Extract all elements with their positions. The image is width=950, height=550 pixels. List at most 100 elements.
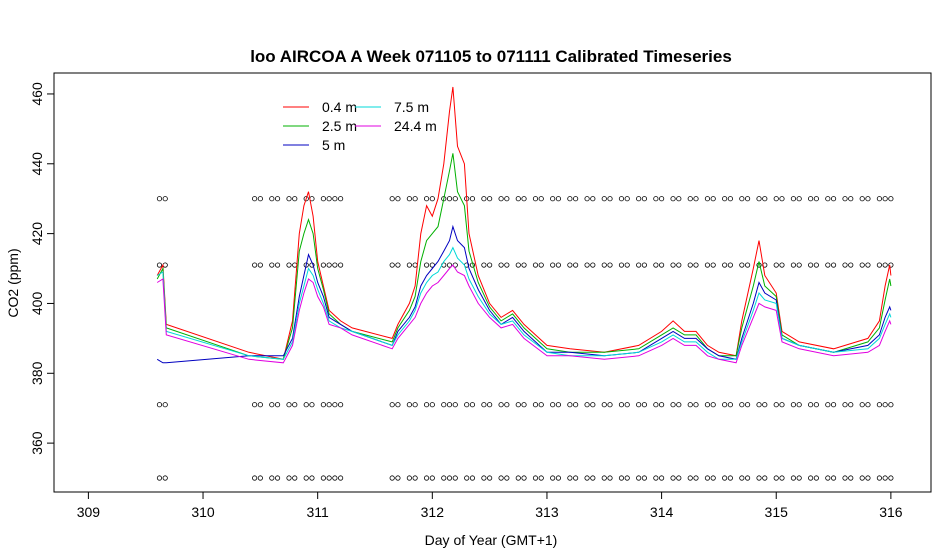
reference-marker-point <box>722 475 728 481</box>
reference-marker-point <box>423 475 430 481</box>
reference-marker-point <box>274 196 281 202</box>
reference-marker-point <box>658 475 665 481</box>
reference-marker-point <box>710 402 716 408</box>
reference-marker-point <box>676 196 682 202</box>
reference-marker-point <box>693 475 699 481</box>
reference-marker-point <box>538 402 544 408</box>
reference-marker-point <box>641 196 647 202</box>
reference-marker-point <box>727 196 733 202</box>
reference-marker-point <box>676 475 682 481</box>
reference-marker-point <box>156 475 163 481</box>
reference-marker-point <box>395 196 401 202</box>
reference-marker-point <box>320 475 327 481</box>
reference-marker-point <box>590 196 596 202</box>
reference-marker-point <box>830 475 837 481</box>
y-axis-label: CO2 (ppm) <box>5 248 21 317</box>
reference-marker-point <box>773 262 779 268</box>
reference-marker-point <box>292 475 298 481</box>
reference-marker-point <box>618 196 625 202</box>
reference-marker-point <box>320 262 327 268</box>
x-tick-label: 309 <box>77 504 101 520</box>
reference-marker-point <box>269 262 275 268</box>
reference-marker-point <box>252 402 258 408</box>
reference-marker-point <box>876 196 883 202</box>
reference-marker-point <box>532 475 539 481</box>
reference-marker-point <box>670 196 676 202</box>
reference-marker-point <box>389 196 395 202</box>
reference-marker-point <box>269 402 275 408</box>
reference-marker-point <box>521 402 527 408</box>
series-line <box>156 264 892 364</box>
reference-marker-point <box>710 196 716 202</box>
reference-marker-point <box>859 196 865 202</box>
reference-marker-point <box>842 262 848 268</box>
reference-marker-point <box>670 402 676 408</box>
reference-marker-point <box>464 402 470 408</box>
reference-marker-point <box>779 475 785 481</box>
reference-marker-point <box>808 196 814 202</box>
reference-marker-point <box>808 262 814 268</box>
legend-label: 5 m <box>322 137 345 153</box>
reference-marker-point <box>848 196 854 202</box>
reference-marker-point <box>876 402 883 408</box>
reference-marker-point <box>813 196 819 202</box>
reference-marker-point <box>796 196 802 202</box>
x-tick-label: 310 <box>191 504 215 520</box>
reference-marker-point <box>830 196 837 202</box>
reference-marker-point <box>532 262 539 268</box>
reference-marker-point <box>550 402 556 408</box>
reference-marker-point <box>567 196 573 202</box>
reference-marker-point <box>521 196 527 202</box>
reference-marker-point <box>882 475 888 481</box>
reference-marker-point <box>446 402 453 408</box>
reference-marker-point <box>441 475 447 481</box>
reference-marker-point <box>423 402 430 408</box>
reference-marker-point <box>739 475 745 481</box>
reference-marker-point <box>162 402 168 408</box>
reference-marker-point <box>429 402 435 408</box>
reference-marker-point <box>658 262 665 268</box>
reference-marker-point <box>504 402 510 408</box>
reference-marker-point <box>252 475 258 481</box>
reference-marker-point <box>504 262 510 268</box>
reference-marker-point <box>274 475 281 481</box>
reference-marker-point <box>756 196 762 202</box>
reference-marker-point <box>859 262 865 268</box>
reference-marker-point <box>739 402 745 408</box>
reference-marker-point <box>888 196 894 202</box>
reference-marker-point <box>790 196 797 202</box>
reference-marker-point <box>555 475 562 481</box>
reference-marker-point <box>338 262 344 268</box>
reference-marker-point <box>303 402 309 408</box>
reference-marker-point <box>722 196 728 202</box>
reference-marker-point <box>309 475 315 481</box>
reference-marker-point <box>573 475 579 481</box>
reference-marker-point <box>653 475 659 481</box>
reference-marker-point <box>670 475 676 481</box>
reference-marker-point <box>573 196 579 202</box>
reference-marker-point <box>389 402 395 408</box>
reference-marker-point <box>162 475 168 481</box>
reference-marker-point <box>481 475 487 481</box>
reference-marker-point <box>469 196 476 202</box>
reference-marker-point <box>515 262 521 268</box>
series-line <box>156 153 892 360</box>
reference-marker-point <box>848 475 854 481</box>
reference-marker-point <box>687 402 693 408</box>
reference-marker-point <box>607 475 613 481</box>
reference-marker-point <box>848 402 854 408</box>
reference-marker-point <box>555 262 562 268</box>
reference-marker-point <box>676 402 682 408</box>
reference-marker-point <box>636 402 642 408</box>
reference-marker-point <box>704 262 711 268</box>
reference-marker-point <box>773 402 779 408</box>
reference-marker-point <box>636 475 642 481</box>
series-line <box>156 246 892 360</box>
reference-marker-point <box>303 196 309 202</box>
reference-marker-point <box>601 402 607 408</box>
reference-marker-point <box>162 196 168 202</box>
reference-marker-point <box>498 196 504 202</box>
reference-marker-point <box>332 475 338 481</box>
reference-marker-point <box>481 262 487 268</box>
reference-marker-point <box>441 402 447 408</box>
